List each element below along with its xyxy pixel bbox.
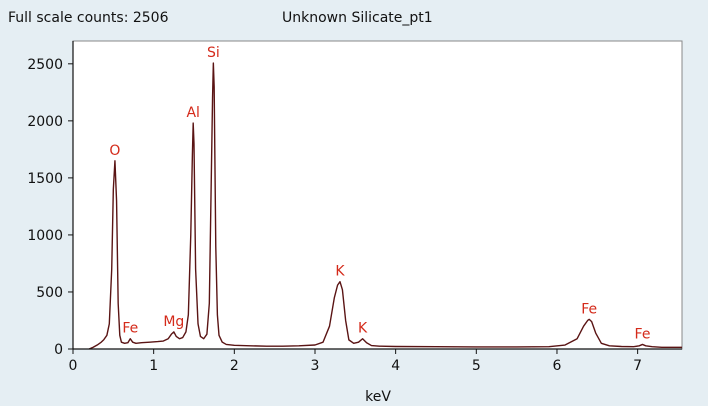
peak-label-k-5: K — [335, 264, 345, 280]
peak-label-mg-2: Mg — [163, 314, 184, 330]
y-ticks: 0 500 1000 1500 2000 2500 — [27, 57, 73, 358]
x-tick-label: 3 — [311, 358, 320, 374]
peak-label-layer: O Fe Mg Al Si K K Fe Fe — [109, 45, 650, 342]
peak-label-o-0: O — [109, 143, 120, 159]
peak-label-si-4: Si — [207, 45, 220, 61]
y-tick-label: 0 — [54, 342, 63, 358]
spectrum-layer — [88, 62, 682, 350]
x-tick-label: 6 — [553, 358, 562, 374]
x-ticks: 0 1 2 3 4 5 6 7 — [69, 349, 642, 374]
x-tick-label: 0 — [69, 358, 78, 374]
peak-label-fe-7: Fe — [581, 301, 597, 317]
peak-label-k-6: K — [358, 321, 368, 337]
x-tick-label: 1 — [149, 358, 158, 374]
peak-label-al-3: Al — [186, 105, 199, 121]
y-tick-label: 2500 — [27, 57, 63, 73]
spectrum-line — [88, 62, 682, 350]
y-tick-label: 1000 — [27, 228, 63, 244]
y-tick-label: 2000 — [27, 114, 63, 130]
chart-title: Unknown Silicate_pt1 — [282, 10, 433, 26]
x-tick-label: 2 — [230, 358, 239, 374]
peak-label-fe-8: Fe — [635, 326, 651, 342]
full-scale-counts: Full scale counts: 2506 — [8, 10, 169, 26]
plot-area — [72, 40, 683, 350]
x-tick-label: 7 — [633, 358, 642, 374]
y-tick-label: 1500 — [27, 171, 63, 187]
y-tick-label: 500 — [36, 285, 63, 301]
x-axis-title: keV — [365, 389, 391, 405]
peak-label-fe-1: Fe — [122, 321, 138, 337]
x-tick-label: 4 — [391, 358, 400, 374]
x-tick-label: 5 — [472, 358, 481, 374]
